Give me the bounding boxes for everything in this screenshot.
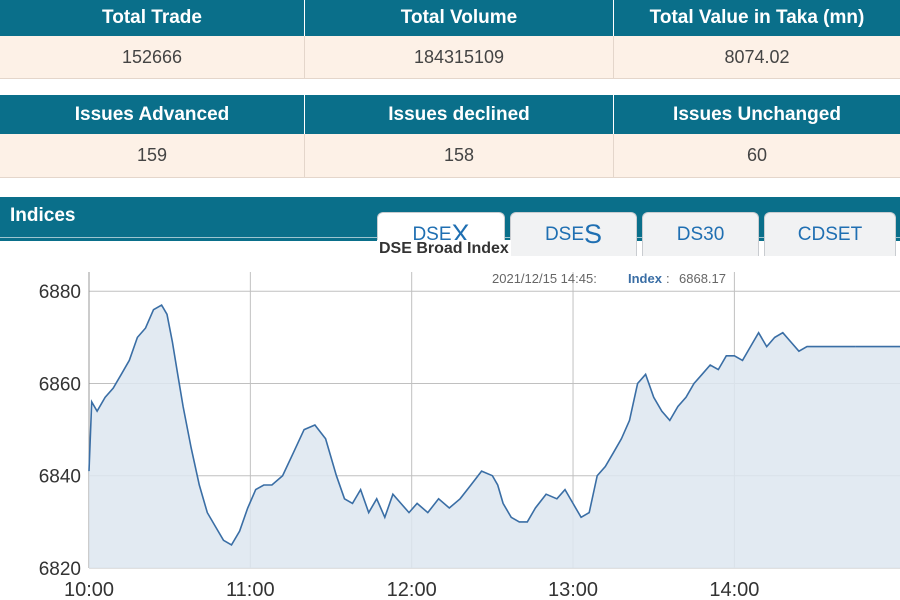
tooltip-label: Index [628, 271, 663, 286]
value-total-volume: 184315109 [304, 36, 613, 78]
value-issues-unchanged: 60 [613, 134, 900, 177]
market-summary-table: Total Trade Total Volume Total Value in … [0, 0, 900, 79]
x-tick-label: 10:00 [64, 579, 114, 600]
indices-title: Indices [10, 205, 76, 226]
tooltip-time: 2021/12/15 14:45: [492, 271, 597, 286]
header-issues-declined: Issues declined [304, 95, 613, 134]
market-summary-value-row: 152666 184315109 8074.02 [0, 36, 900, 79]
header-total-trade: Total Trade [102, 7, 202, 28]
x-tick-label: 14:00 [709, 579, 759, 600]
tab-ds30[interactable]: DS30 [642, 212, 759, 256]
header-total-volume: Total Volume [304, 0, 613, 36]
value-total-trade: 152666 [121, 46, 183, 67]
index-chart[interactable]: 6820 6840 6860 6880 10:00 11:00 12:00 13:00 14:… [0, 255, 900, 600]
tab-ds30-label: DS30 [676, 223, 725, 245]
header-issues-advanced: Issues Advanced [74, 103, 230, 125]
y-tick-label: 6840 [39, 467, 81, 488]
y-tick-label: 6820 [39, 559, 81, 580]
chart-title: DSE Broad Index [377, 240, 511, 258]
tab-cdset[interactable]: CDSET [764, 212, 896, 256]
tab-dses-suffix: S [584, 219, 603, 249]
tooltip-colon: : [666, 271, 670, 286]
x-tick-labels: 10:00 11:00 12:00 13:00 14:00 [64, 579, 759, 600]
tooltip-value: 6868.17 [679, 271, 726, 286]
x-tick-label: 12:00 [387, 579, 437, 600]
y-tick-label: 6860 [39, 374, 81, 395]
y-tick-label: 6880 [39, 282, 81, 303]
tab-dses-prefix: DSE [544, 223, 585, 245]
issues-summary-table: Issues Advanced Issues declined Issues U… [0, 95, 900, 178]
value-total-value: 8074.02 [613, 36, 900, 78]
issues-summary-header-row: Issues Advanced Issues declined Issues U… [0, 95, 900, 134]
y-tick-labels: 6820 6840 6860 6880 [39, 282, 81, 580]
index-line [88, 304, 856, 546]
header-total-value: Total Value in Taka (mn) [613, 0, 900, 36]
market-summary-header-row: Total Trade Total Volume Total Value in … [0, 0, 900, 36]
value-issues-declined: 158 [304, 134, 613, 177]
issues-summary-value-row: 159 158 60 [0, 134, 900, 178]
tab-cdset-label: CDSET [797, 223, 863, 245]
header-issues-unchanged: Issues Unchanged [613, 95, 900, 134]
tab-dses[interactable]: DSE S [510, 212, 637, 256]
index-area-fill [89, 305, 900, 568]
value-issues-advanced: 159 [136, 145, 168, 165]
x-tick-label: 11:00 [226, 579, 275, 600]
tab-dsex-prefix: DSE [412, 223, 452, 245]
x-tick-label: 13:00 [548, 579, 598, 600]
